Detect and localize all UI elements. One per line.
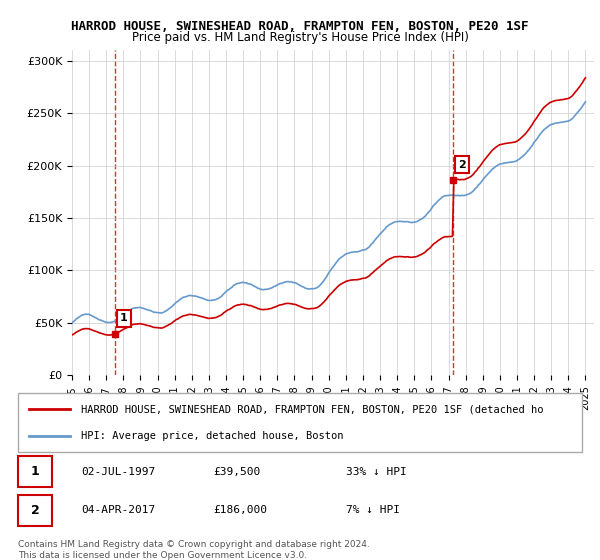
FancyBboxPatch shape [18, 393, 582, 452]
Text: 04-APR-2017: 04-APR-2017 [81, 505, 155, 515]
Text: £186,000: £186,000 [214, 505, 268, 515]
Text: £39,500: £39,500 [214, 467, 261, 477]
Text: HPI: Average price, detached house, Boston: HPI: Average price, detached house, Bost… [81, 431, 344, 441]
Text: Contains HM Land Registry data © Crown copyright and database right 2024.
This d: Contains HM Land Registry data © Crown c… [18, 540, 370, 560]
Text: 7% ↓ HPI: 7% ↓ HPI [346, 505, 400, 515]
Text: 1: 1 [120, 313, 128, 323]
Text: Price paid vs. HM Land Registry's House Price Index (HPI): Price paid vs. HM Land Registry's House … [131, 31, 469, 44]
Text: 33% ↓ HPI: 33% ↓ HPI [346, 467, 407, 477]
Text: 02-JUL-1997: 02-JUL-1997 [81, 467, 155, 477]
FancyBboxPatch shape [18, 494, 52, 525]
Text: 2: 2 [31, 503, 40, 516]
Text: HARROD HOUSE, SWINESHEAD ROAD, FRAMPTON FEN, BOSTON, PE20 1SF: HARROD HOUSE, SWINESHEAD ROAD, FRAMPTON … [71, 20, 529, 32]
FancyBboxPatch shape [18, 456, 52, 487]
Text: 1: 1 [31, 465, 40, 478]
Text: 2: 2 [458, 160, 466, 170]
Text: HARROD HOUSE, SWINESHEAD ROAD, FRAMPTON FEN, BOSTON, PE20 1SF (detached ho: HARROD HOUSE, SWINESHEAD ROAD, FRAMPTON … [81, 404, 544, 414]
